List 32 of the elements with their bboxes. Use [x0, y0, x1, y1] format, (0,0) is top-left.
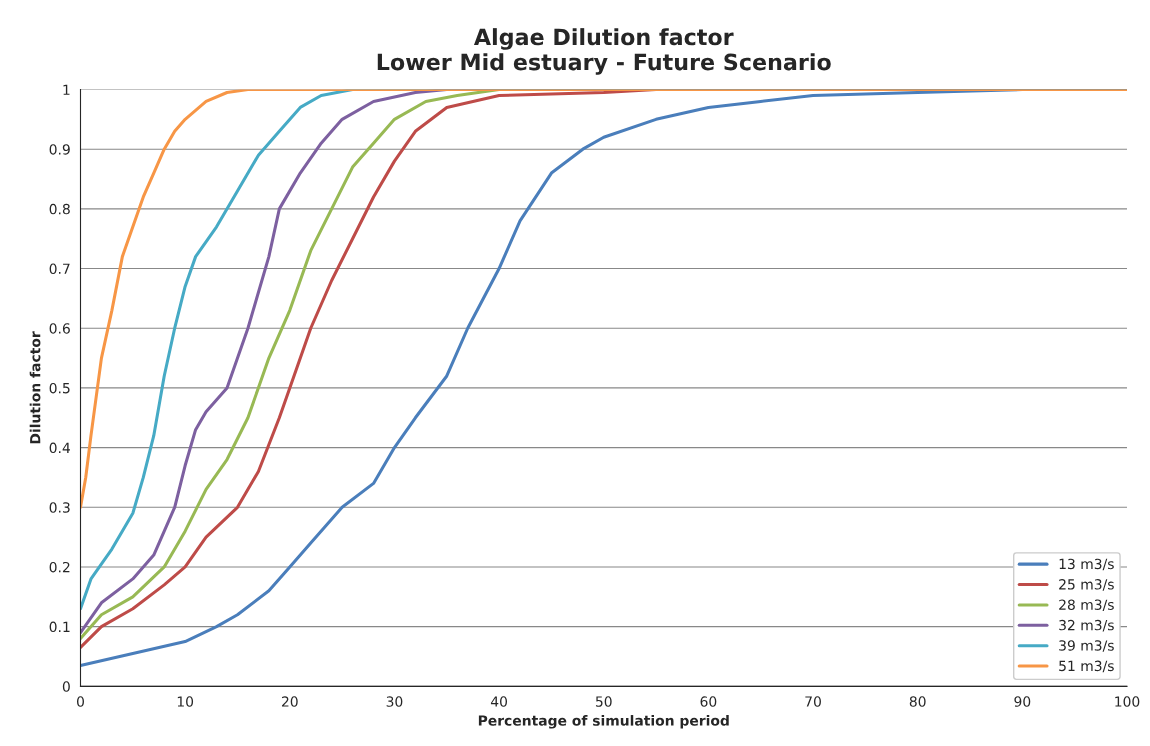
x-tick-label: 100: [1115, 696, 1140, 707]
y-tick-label: 0: [62, 681, 70, 692]
legend-label: 32 m3/s: [1059, 619, 1114, 632]
x-tick-label: 0: [77, 696, 84, 707]
x-tick-label: 90: [1014, 696, 1031, 707]
y-axis-title: Dilution factor: [29, 331, 41, 444]
x-tick-label: 50: [595, 696, 612, 707]
x-tick-label: 80: [909, 696, 926, 707]
legend-label: 13 m3/s: [1059, 558, 1114, 571]
x-tick-label: 20: [281, 696, 298, 707]
y-tick-label: 0.8: [49, 203, 70, 215]
y-tick-label: 0.4: [49, 442, 70, 454]
y-tick-label: 0.7: [49, 263, 70, 275]
x-tick-label: 70: [805, 696, 821, 707]
x-tick-label: 40: [490, 696, 508, 707]
legend-label: 25 m3/s: [1059, 579, 1114, 591]
legend-label: 39 m3/s: [1059, 640, 1114, 652]
line-series: [80, 89, 1127, 509]
x-tick-label: 60: [700, 696, 717, 707]
y-tick-label: 0.5: [49, 382, 70, 394]
y-tick-label: 0.3: [49, 502, 70, 513]
y-tick-label: 0.6: [49, 323, 70, 334]
x-tick-label: 10: [177, 696, 194, 707]
x-axis-title: Percentage of simulation period: [478, 715, 729, 729]
chart-title: Algae Dilution factor Lower Mid estuary - Future Scenario: [377, 28, 831, 75]
y-tick-label: 0.1: [49, 621, 70, 633]
y-tick-label: 0.9: [49, 144, 70, 155]
y-tick-label: 1: [63, 84, 70, 95]
legend-label: 51 m3/s: [1059, 660, 1114, 673]
y-tick-label: 0.2: [49, 561, 70, 573]
x-tick-label: 30: [386, 696, 403, 707]
legend-label: 28 m3/s: [1059, 599, 1114, 612]
